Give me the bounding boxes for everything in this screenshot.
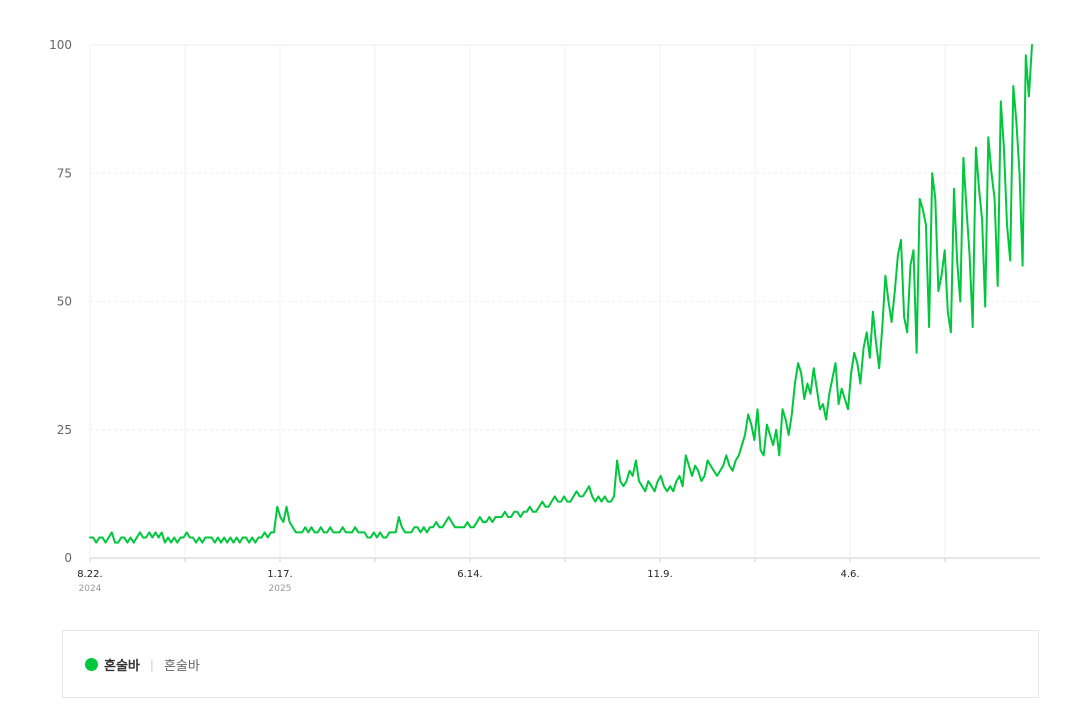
series-line[interactable] — [89, 44, 1033, 544]
y-axis: 0 25 50 75 100 — [49, 38, 72, 565]
x-tick-label: 11.9. — [647, 569, 672, 580]
y-tick-label: 75 — [57, 166, 72, 180]
grid — [89, 44, 1040, 562]
legend-color-dot — [85, 658, 98, 671]
legend-keyword: 혼술바 — [163, 659, 200, 674]
x-tick-label: 4.6. — [840, 569, 859, 580]
legend-series-name: 혼술바 — [104, 659, 140, 674]
trend-chart: 0 25 50 75 100 8.22. 2024 1.17. 2025 6.14. 11.9. 4… — [49, 38, 1040, 594]
y-tick-label: 25 — [57, 423, 72, 437]
legend-entry[interactable]: 혼술바 | 혼술바 — [85, 655, 200, 674]
x-tick-label: 8.22. — [77, 569, 102, 580]
y-tick-label: 50 — [57, 295, 72, 309]
x-axis: 8.22. 2024 1.17. 2025 6.14. 11.9. 4.6. — [77, 569, 859, 594]
legend: 혼술바 | 혼술바 — [62, 630, 1039, 698]
y-tick-label: 0 — [64, 551, 72, 565]
y-tick-label: 100 — [49, 38, 72, 52]
x-tick-sublabel: 2024 — [79, 584, 102, 594]
x-tick-label: 6.14. — [457, 569, 482, 580]
legend-separator: | — [149, 657, 154, 672]
x-tick-label: 1.17. — [267, 569, 292, 580]
x-tick-sublabel: 2025 — [269, 584, 292, 594]
